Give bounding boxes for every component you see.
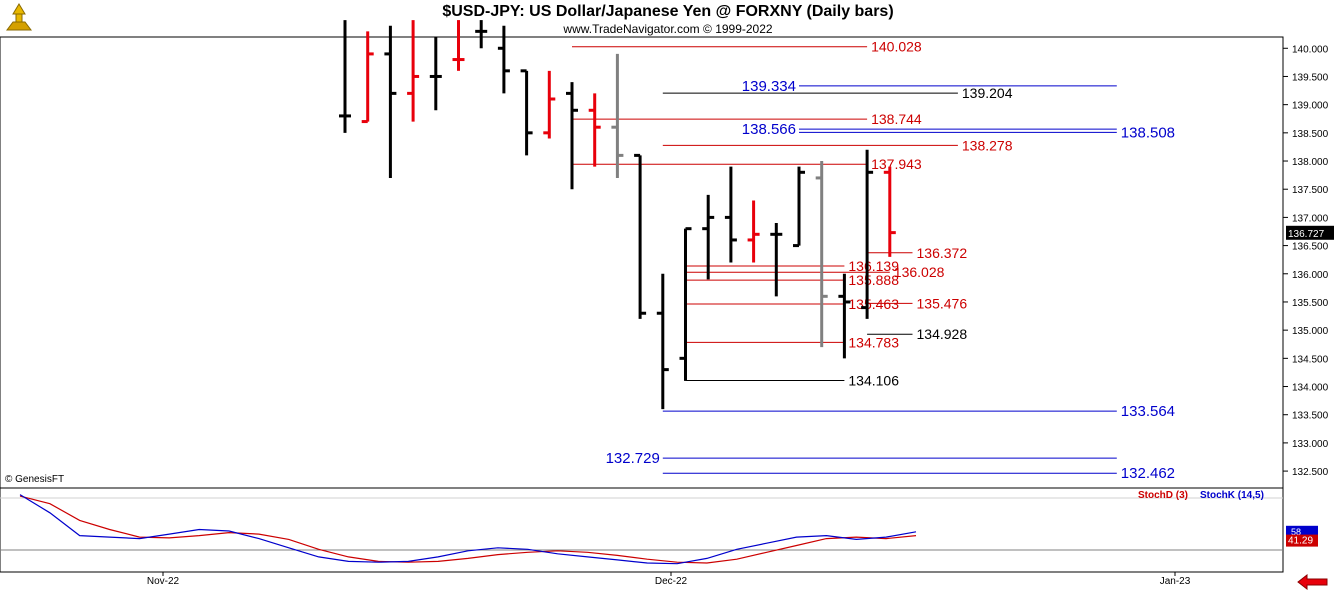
chart-title: $USD-JPY: US Dollar/Japanese Yen @ FORXN… — [442, 3, 894, 20]
price-level-label: 134.928 — [917, 326, 968, 342]
ohlc-bar — [497, 25, 510, 94]
chart-header: $USD-JPY: US Dollar/Japanese Yen @ FORXN… — [0, 0, 1336, 36]
ohlc-bar — [747, 200, 760, 263]
x-tick-label: Nov-22 — [147, 576, 180, 587]
y-tick-label: 135.000 — [1292, 326, 1329, 337]
ohlc-bar — [429, 37, 442, 111]
stoch-d-value: 41.29 — [1288, 536, 1313, 547]
price-level-label: 135.888 — [848, 272, 899, 288]
stoch-k-line — [19, 494, 917, 565]
ohlc-bar — [361, 31, 374, 124]
x-tick-label: Jan-23 — [1160, 576, 1191, 587]
ohlc-bar — [883, 166, 896, 257]
ohlc-bar — [543, 70, 556, 139]
y-tick-label: 137.000 — [1292, 213, 1329, 224]
ohlc-bar — [770, 223, 783, 297]
y-tick-label: 133.500 — [1292, 411, 1329, 422]
price-level-label: 132.729 — [606, 450, 660, 467]
price-level-label: 134.783 — [848, 334, 899, 350]
ohlc-bar — [793, 166, 805, 248]
y-tick-label: 133.000 — [1292, 439, 1329, 450]
y-tick-label: 139.000 — [1292, 101, 1329, 112]
ohlc-bar — [861, 149, 874, 319]
price-level-label: 135.476 — [917, 295, 968, 311]
ohlc-bar — [656, 273, 669, 410]
ohlc-bar — [452, 20, 465, 71]
ohlc-bar — [702, 194, 715, 280]
y-tick-label: 135.500 — [1292, 298, 1329, 309]
y-tick-label: 137.500 — [1292, 185, 1329, 196]
copyright-text: © GenesisFT — [5, 474, 65, 485]
price-level-label: 139.334 — [742, 78, 796, 95]
ohlc-bar — [588, 93, 601, 167]
stoch-d-line — [19, 495, 917, 564]
last-price-value: 136.727 — [1288, 229, 1325, 240]
y-tick-label: 139.500 — [1292, 72, 1329, 83]
ohlc-bar — [611, 53, 624, 178]
price-level-label: 135.463 — [848, 296, 899, 312]
y-tick-label: 138.000 — [1292, 157, 1329, 168]
ohlc-bar — [520, 69, 533, 156]
price-level-label: 132.462 — [1121, 465, 1175, 482]
y-tick-label: 134.000 — [1292, 383, 1329, 394]
price-level-label: 133.564 — [1121, 403, 1175, 420]
price-level-label: 140.028 — [871, 39, 922, 55]
ohlc-bar — [339, 20, 351, 133]
price-levels: 140.028 139.334 139.204 138.744 138.566 138.5… — [572, 39, 1175, 482]
price-level-label: 134.106 — [848, 373, 899, 389]
stoch-d-badge — [1286, 534, 1318, 547]
price-level-label: 136.028 — [894, 264, 945, 280]
y-tick-label: 134.500 — [1292, 354, 1329, 365]
ohlc-bar — [679, 227, 692, 381]
y-tick-label: 140.000 — [1292, 44, 1329, 55]
price-level-label: 137.943 — [871, 156, 922, 172]
price-level-label: 139.204 — [962, 85, 1013, 101]
price-level-label: 138.508 — [1121, 124, 1175, 141]
y-tick-label: 132.500 — [1292, 467, 1329, 478]
stoch-legend: StochD (3) StochK (14,5) — [1138, 490, 1264, 501]
scroll-left-arrow-icon[interactable] — [1297, 574, 1329, 590]
price-level-label: 136.372 — [917, 245, 968, 261]
y-tick-label: 138.500 — [1292, 129, 1329, 140]
ohlc-bar — [475, 20, 488, 49]
ohlc-bar — [724, 166, 737, 263]
stoch-k-legend: StochK (14,5) — [1200, 490, 1264, 501]
stoch-d-legend: StochD (3) — [1138, 490, 1188, 501]
ohlc-bar — [566, 82, 578, 190]
stoch-k-badge — [1286, 525, 1318, 537]
price-level-label: 136.139 — [848, 258, 899, 274]
price-axis: 140.000 139.500 139.000 138.500 138.000 137.5… — [1283, 44, 1329, 478]
x-tick-label: Dec-22 — [655, 576, 688, 587]
last-price-badge: 136.727 — [1286, 225, 1334, 240]
stoch-k-value: 58 — [1291, 527, 1301, 537]
ohlc-bars — [339, 20, 896, 410]
last-price-box — [1286, 225, 1334, 240]
genesis-logo-icon — [6, 3, 32, 31]
ohlc-bar — [838, 273, 851, 359]
price-level-label: 138.278 — [962, 137, 1013, 153]
ohlc-bar — [634, 153, 647, 319]
ohlc-bar — [815, 161, 828, 348]
date-axis: Nov-22 Dec-22 Jan-23 — [147, 572, 1191, 587]
ohlc-bar — [384, 25, 397, 178]
price-level-label: 138.566 — [742, 121, 796, 138]
y-tick-label: 136.500 — [1292, 242, 1329, 253]
ohlc-bar — [407, 20, 420, 122]
price-level-label: 138.744 — [871, 111, 922, 127]
chart-subtitle: www.TradeNavigator.com © 1999-2022 — [563, 22, 773, 36]
y-tick-label: 136.000 — [1292, 270, 1329, 281]
